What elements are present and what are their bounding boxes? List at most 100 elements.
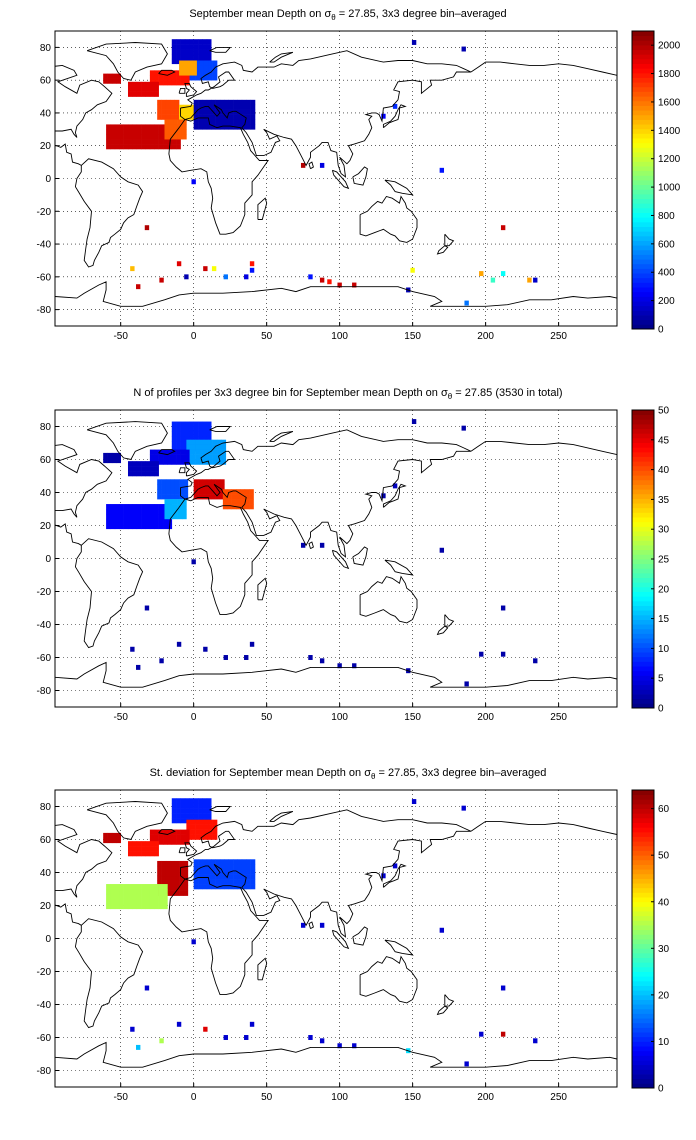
panel-1-bin-cell — [215, 99, 221, 106]
panel-2-colorbar-segment — [632, 503, 654, 509]
panel-2-bin-cell — [231, 494, 237, 500]
panel-2-bin-point — [249, 641, 255, 647]
panel-3-bin-cell — [119, 893, 124, 900]
panel-3-bin-cell — [246, 879, 251, 885]
panel-2-colorbar-segment — [632, 656, 654, 662]
panel-3-bin-cell — [179, 885, 184, 891]
panel-3-bin-cell — [174, 860, 180, 867]
panel-1-bin-point — [211, 266, 217, 272]
panel-1-colorbar-segment — [632, 72, 654, 78]
panel-3-bin-cell — [158, 903, 164, 910]
panel-1-colorbar-segment — [632, 100, 654, 106]
panel-3-colorbar-segment — [632, 803, 654, 810]
panel-3-bin-cell — [202, 808, 208, 814]
panel-3-coastline — [331, 929, 350, 950]
panel-3-bin-point — [223, 1035, 228, 1040]
panel-1-bin-cell — [168, 134, 174, 140]
panel-3-bin-cell — [127, 898, 133, 905]
panel-2-bin-cell — [141, 523, 146, 530]
panel-3-bin-cell — [110, 898, 116, 905]
panel-1-colorbar-segment — [632, 184, 654, 190]
panel-2-colorbar-tick-label: 20 — [658, 584, 670, 595]
panel-3-x-tick-label: 150 — [404, 1092, 421, 1103]
panel-3-title-suffix: = 27.85, 3x3 degree bin–averaged — [375, 767, 547, 779]
panel-1-colorbar-segment — [632, 259, 654, 265]
panel-3-bin-cell — [145, 903, 151, 910]
panel-1-bin-cell — [189, 39, 194, 45]
panel-1-coastline — [55, 281, 617, 307]
panel-1-bin-cell — [203, 60, 209, 66]
panel-3-bin-cell — [174, 865, 180, 872]
panel-2-bin-cell — [176, 459, 181, 465]
panel-2-bin-cell — [149, 504, 155, 510]
panel-3-colorbar-segment — [632, 976, 654, 982]
panel-1-bin-cell — [106, 134, 111, 140]
panel-2-colorbar-segment — [632, 447, 654, 453]
panel-3-coastline — [382, 863, 407, 888]
panel-2-bin-cell — [173, 504, 178, 510]
panel-3-bin-cell — [165, 860, 171, 867]
panel-1-bin-cell — [127, 144, 133, 150]
panel-3-bin-cell — [212, 834, 218, 840]
panel-1-bin-cell — [187, 114, 193, 120]
panel-3-bin-cell — [241, 864, 247, 870]
panel-1-bin-cell — [181, 124, 187, 130]
panel-2-bin-cell — [244, 504, 250, 510]
panel-3-bin-cell — [106, 884, 111, 890]
panel-1-bin-cell — [181, 119, 187, 125]
panel-1-bin-cell — [163, 75, 168, 81]
panel-2-bin-cell — [249, 494, 254, 500]
panel-2-bin-cell — [180, 431, 186, 437]
panel-3-y-tick-label: 20 — [40, 901, 52, 912]
panel-1-colorbar-segment — [632, 287, 654, 293]
panel-2-colorbar-segment — [632, 661, 654, 667]
panel-2-colorbar-tick-label: 10 — [658, 644, 670, 655]
panel-2-bin-cell — [111, 457, 117, 464]
panel-3-bin-cell — [154, 834, 159, 840]
panel-1-colorbar-segment — [632, 119, 654, 125]
panel-3-bin-cell — [107, 837, 113, 844]
panel-1-title-sub: θ — [331, 13, 336, 23]
panel-2-bin-cell — [180, 454, 186, 460]
panel-2-bin-cell — [141, 509, 146, 515]
panel-2-bin-cell — [149, 471, 155, 477]
panel-3-bin-cell — [208, 834, 213, 840]
panel-3-bin-point — [439, 927, 445, 933]
panel-2-y-tick-label: 40 — [40, 488, 52, 499]
panel-1-bin-point — [500, 271, 506, 277]
panel-1-bin-cell — [190, 75, 196, 81]
panel-2-bin-cell — [141, 504, 146, 510]
panel-1-bin-point — [527, 277, 532, 283]
panel-3-colorbar-segment — [632, 911, 654, 917]
panel-3-bin-cell — [119, 898, 124, 905]
panel-2-bin-cell — [103, 457, 108, 464]
panel-3-bin-cell — [224, 869, 230, 875]
panel-1-y-tick-label: 0 — [45, 174, 51, 185]
panel-2-bin-cell — [227, 504, 232, 510]
panel-3-bin-point — [319, 1038, 325, 1044]
panel-1-bin-cell — [202, 124, 208, 130]
panel-2-bin-point — [439, 547, 445, 553]
panel-1-bin-cell — [184, 44, 190, 50]
panel-1-bin-cell — [164, 119, 170, 125]
panel-2-bin-point — [300, 542, 306, 548]
panel-3-bin-cell — [219, 884, 225, 890]
panel-2-bin-cell — [106, 523, 111, 530]
panel-2-bin-cell — [127, 466, 133, 472]
panel-1-bin-cell — [224, 124, 230, 130]
panel-1-bin-cell — [149, 86, 155, 92]
panel-2-bin-cell — [217, 444, 222, 450]
panel-3-bin-cell — [206, 874, 212, 880]
panel-2-bin-cell — [127, 513, 133, 520]
panel-2-bin-cell — [110, 518, 116, 525]
panel-2-title-text: N of profiles per 3x3 degree bin for Sep… — [133, 387, 448, 399]
panel-3-bin-point — [136, 1044, 141, 1050]
panel-1-x-tick-label: 100 — [331, 331, 348, 342]
panel-1-x-tick-label: 250 — [550, 331, 567, 342]
panel-1-bin-cell — [176, 80, 181, 86]
panel-1-colorbar-segment — [632, 166, 654, 172]
panel-3-coastline — [359, 955, 418, 1004]
panel-3-bin-point — [464, 1061, 469, 1067]
panel-1-bin-cell — [203, 70, 209, 76]
panel-2-colorbar-segment — [632, 433, 654, 439]
